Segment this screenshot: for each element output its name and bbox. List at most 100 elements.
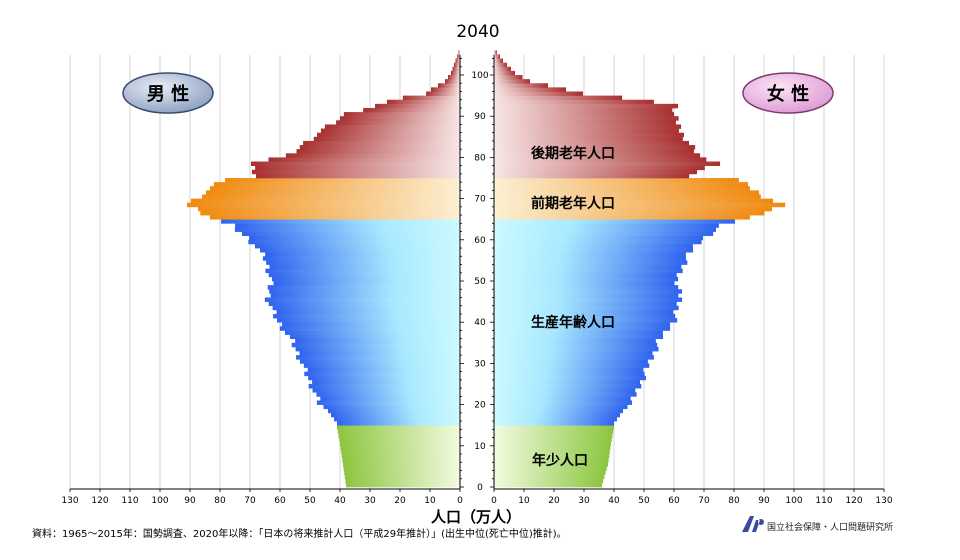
female-badge-shape [742, 72, 834, 114]
male-badge-shape [122, 72, 214, 114]
male-bar [363, 107, 460, 113]
male-badge: 男 性 [122, 72, 214, 114]
age-tick-label: 40 [474, 318, 486, 328]
male-bar [337, 425, 460, 430]
female-bar [494, 256, 686, 261]
male-bar [451, 70, 460, 76]
female-bar [494, 416, 617, 422]
male-bar [320, 396, 460, 401]
female-bar [494, 351, 653, 356]
male-bar [295, 346, 460, 352]
female-bar [494, 206, 772, 212]
female-bar [494, 371, 645, 377]
female-bar [494, 173, 690, 179]
female-bar [494, 305, 679, 311]
male-bar [265, 252, 460, 257]
male-bar [270, 293, 460, 298]
male-bar [334, 416, 460, 422]
x-tick-label-male: 40 [334, 496, 346, 506]
x-tick-label-female: 70 [698, 496, 710, 506]
male-bar [299, 145, 460, 150]
male-bar [234, 227, 460, 232]
female-bar [494, 392, 637, 397]
female-bar [494, 243, 693, 249]
female-bar [494, 186, 750, 191]
zone-label-youth: 年少人口 [532, 452, 588, 469]
age-tick-label: 10 [474, 442, 486, 452]
male-bar [276, 309, 460, 315]
female-bar [494, 140, 689, 146]
male-bar [448, 75, 460, 80]
male-bars [187, 50, 460, 488]
male-bar [251, 169, 460, 175]
female-bar [494, 309, 674, 315]
female-bar [494, 157, 707, 162]
male-bar [272, 305, 460, 311]
source-note: 資料：1965〜2015年：国勢調査、2020年以降：「日本の将来推計人口（平成… [32, 527, 567, 540]
x-tick-label-female: 40 [608, 496, 620, 506]
male-bar [308, 375, 460, 381]
age-tick-label: 100 [471, 71, 488, 81]
male-bar [273, 313, 460, 319]
male-bar [455, 58, 460, 63]
female-bar [494, 281, 675, 286]
age-tick-label: 0 [477, 483, 483, 493]
female-bar [494, 260, 688, 265]
female-bar [494, 252, 686, 257]
male-bar [457, 54, 460, 59]
zone-label-late-elderly: 後期老年人口 [531, 145, 615, 162]
x-tick-label-female: 50 [638, 496, 650, 506]
institute-logo-text: 国立社会保障・人口問題研究所 [767, 521, 893, 533]
x-tick-label-female: 110 [815, 496, 832, 506]
male-bar [344, 474, 460, 480]
male-bar [273, 281, 460, 286]
x-tick-label-male: 0 [457, 496, 463, 506]
male-bar [296, 355, 460, 360]
x-tick-label-male: 30 [364, 496, 376, 506]
female-bar [494, 107, 673, 113]
male-bar [295, 338, 460, 344]
male-bar [260, 248, 460, 253]
male-bar [340, 441, 460, 447]
female-bar [494, 441, 611, 447]
male-bar [308, 384, 460, 389]
female-bar [494, 322, 670, 327]
female-bar [494, 215, 750, 220]
x-tick-label-female: 120 [845, 496, 862, 506]
female-bar [494, 223, 719, 228]
male-bar [303, 140, 460, 146]
female-bar [494, 235, 703, 241]
zone-label-working-age: 生産年齢人口 [531, 314, 615, 331]
female-bar [494, 145, 696, 150]
female-bar [494, 470, 606, 475]
x-axis-ticks-female: 0 10 20 30 40 50 60 70 80 90 100 110 120 130 [491, 489, 893, 506]
female-bar [494, 124, 682, 129]
male-bar [316, 400, 460, 405]
male-bar [282, 322, 460, 327]
male-bar [279, 326, 460, 331]
female-bar [494, 70, 515, 76]
male-bar [343, 112, 460, 117]
x-tick-label-female: 20 [548, 496, 560, 506]
female-bars [494, 50, 786, 488]
female-bar [494, 128, 679, 134]
male-bar [458, 50, 460, 55]
female-bar [494, 112, 674, 117]
female-bar [494, 359, 648, 364]
male-bar [225, 178, 460, 183]
female-bar [494, 474, 605, 480]
male-bar [251, 161, 460, 166]
male-bar [344, 470, 460, 475]
female-bar [494, 375, 646, 381]
female-bar [494, 388, 636, 393]
x-tick-label-female: 10 [518, 496, 530, 506]
institute-logo: 国立社会保障・人口問題研究所 [742, 516, 893, 533]
male-bar [221, 219, 460, 224]
x-tick-label-male: 70 [244, 496, 256, 506]
male-bar [307, 367, 460, 372]
male-bar [266, 260, 460, 265]
female-bar [494, 355, 654, 360]
male-bar [402, 95, 460, 101]
male-bar [200, 210, 460, 216]
female-bar [494, 363, 650, 368]
